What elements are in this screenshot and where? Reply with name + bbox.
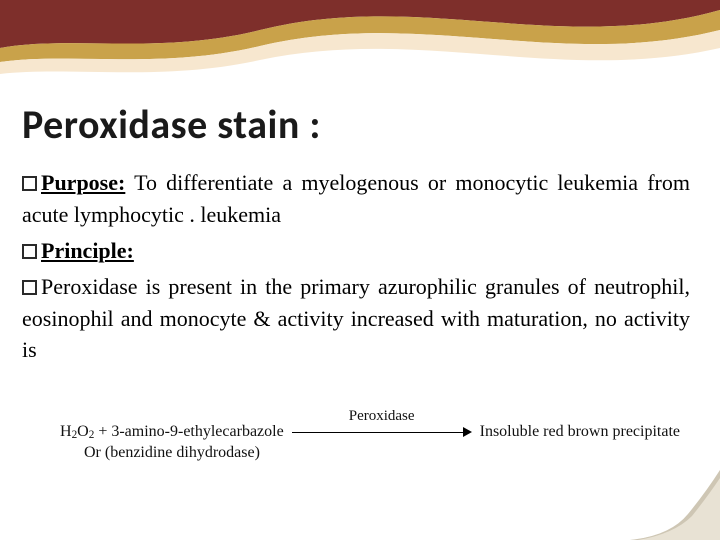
top-wave-decoration bbox=[0, 0, 720, 90]
reaction-arrow: Peroxidase bbox=[292, 422, 472, 442]
reaction-row2: Or (benzidine dihydrodase) bbox=[84, 444, 680, 462]
reaction-rhs: Insoluble red brown precipitate bbox=[480, 423, 680, 441]
bullet-marker-icon bbox=[22, 280, 37, 295]
bullet-marker-icon bbox=[22, 244, 37, 259]
bullet-principle: Principle: bbox=[22, 235, 690, 267]
bullet-text: Peroxidase is present in the primary azu… bbox=[22, 274, 690, 363]
bullet-peroxidase-body: Peroxidase is present in the primary azu… bbox=[22, 271, 690, 367]
reaction-lhs: H2O2 + 3-amino-9-ethylecarbazole bbox=[60, 423, 284, 441]
reaction-arrow-label: Peroxidase bbox=[292, 408, 472, 425]
slide-title: Peroxidase stain : bbox=[22, 100, 690, 149]
bullet-marker-icon bbox=[22, 176, 37, 191]
page-curl-icon bbox=[630, 470, 720, 540]
reaction-equation: H2O2 + 3-amino-9-ethylecarbazole Peroxid… bbox=[60, 422, 680, 462]
bullet-label: Purpose: bbox=[41, 170, 125, 195]
slide-content: Peroxidase stain : Purpose: To different… bbox=[22, 100, 690, 370]
bullet-label: Principle: bbox=[41, 238, 134, 263]
bullet-purpose: Purpose: To differentiate a myelogenous … bbox=[22, 167, 690, 231]
